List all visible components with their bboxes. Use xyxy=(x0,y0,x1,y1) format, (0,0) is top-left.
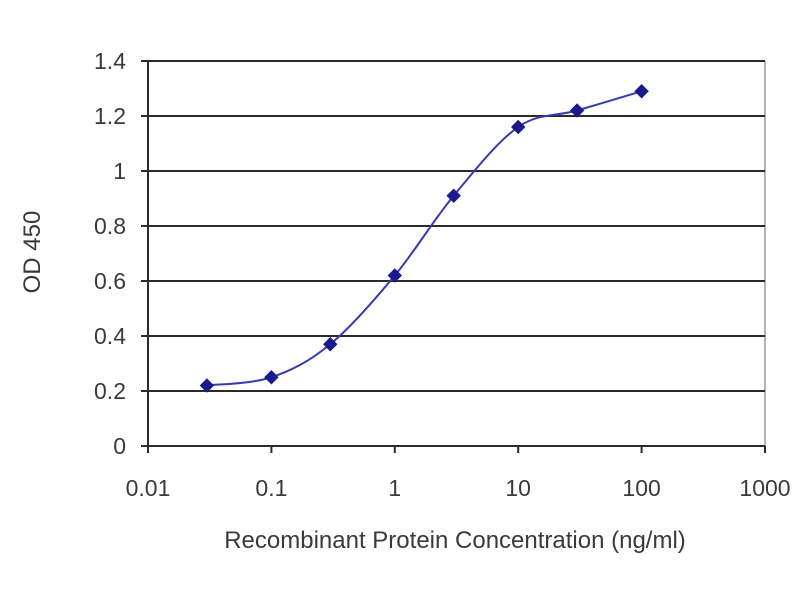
y-tick-label-2: 0.4 xyxy=(94,323,126,349)
x-tick-label-0: 0.01 xyxy=(126,475,171,501)
axes xyxy=(141,60,766,453)
data-point-4 xyxy=(446,188,461,203)
plot-frame xyxy=(148,60,766,446)
data-point-5 xyxy=(510,119,526,135)
data-point-3 xyxy=(387,268,403,283)
data-points xyxy=(199,84,649,393)
x-tick-labels: 0.01 0.1 1 10 100 1000 xyxy=(126,475,791,501)
gridlines xyxy=(148,60,765,392)
y-tick-label-5: 1 xyxy=(113,158,126,184)
data-point-7 xyxy=(634,84,649,99)
y-tick-label-4: 0.8 xyxy=(94,213,126,239)
y-tick-label-1: 0.2 xyxy=(94,378,126,404)
y-tick-label-3: 0.6 xyxy=(94,268,126,294)
data-point-6 xyxy=(569,103,585,118)
x-tick-label-1: 0.1 xyxy=(255,475,287,501)
y-tick-label-6: 1.2 xyxy=(94,103,126,129)
x-tick-label-4: 100 xyxy=(622,475,660,501)
y-tick-label-7: 1.4 xyxy=(94,48,126,74)
data-point-2 xyxy=(323,337,338,352)
y-tick-label-0: 0 xyxy=(113,433,126,459)
fitted-curve xyxy=(206,90,642,387)
data-point-1 xyxy=(264,370,279,385)
x-axis-title: Recombinant Protein Concentration (ng/ml… xyxy=(224,527,686,554)
x-tick-label-3: 10 xyxy=(505,475,531,501)
fitted-curve-path xyxy=(206,90,642,387)
y-axis-title: OD 450 xyxy=(19,211,46,294)
x-tick-label-5: 1000 xyxy=(739,475,790,501)
data-point-0 xyxy=(199,378,215,393)
y-tick-labels: 0 0.2 0.4 0.6 0.8 1 1.2 1.4 xyxy=(94,48,126,459)
x-tick-label-2: 1 xyxy=(388,475,401,501)
